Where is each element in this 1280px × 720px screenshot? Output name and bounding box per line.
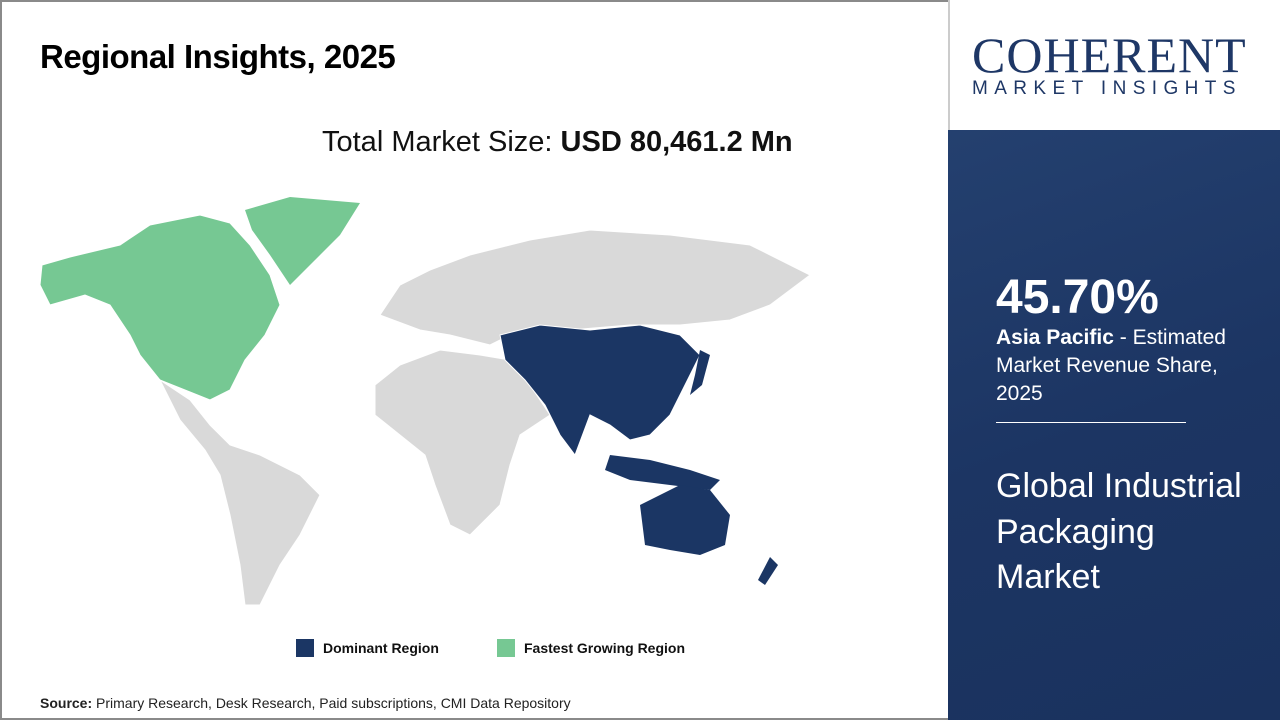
region-new-zealand [758,557,778,585]
region-southeast-asia-islands [605,455,720,490]
source-text: Primary Research, Desk Research, Paid su… [92,695,571,711]
source-label: Source: [40,695,93,711]
company-logo: COHERENT MARKET INSIGHTS [948,0,1280,130]
total-label: Total Market Size: [322,126,561,158]
region-japan [690,350,710,395]
region-europe-russia [379,229,811,346]
legend-fastest-growing: Fastest Growing Region [497,639,685,657]
market-name: Global Industrial Packaging Market [996,467,1242,596]
page-title: Regional Insights, 2025 [40,38,396,75]
region-australia [640,485,730,555]
legend-label: Dominant Region [323,640,439,656]
total-value: USD 80,461.2 Mn [560,126,793,158]
legend-swatch [296,639,314,657]
region-greenland [245,197,360,285]
share-description: Asia Pacific - Estimated Market Revenue … [996,324,1256,408]
total-market-size: Total Market Size: USD 80,461.2 Mn [322,126,793,159]
logo-sub-text: MARKET INSIGHTS [972,78,1242,99]
source-note: Source: Primary Research, Desk Research,… [40,695,571,711]
region-name: Asia Pacific [996,326,1114,349]
highlight-panel: 45.70% Asia Pacific - Estimated Market R… [948,130,1280,720]
share-percent: 45.70% [996,271,1159,324]
region-latin-america [158,378,321,606]
side-panel: COHERENT MARKET INSIGHTS 45.70% Asia Pac… [948,0,1280,720]
legend-swatch [497,639,515,657]
legend-label: Fastest Growing Region [524,640,686,656]
divider [996,422,1186,423]
world-map [39,197,811,606]
legend-dominant: Dominant Region [296,639,439,657]
region-middle-east-africa [374,349,551,536]
region-asia-pacific [499,324,701,457]
logo-main-text: COHERENT [972,27,1247,83]
share-desc-text: - Estimated Market Revenue Share, 2025 [996,326,1226,405]
region-north-america [39,214,281,401]
